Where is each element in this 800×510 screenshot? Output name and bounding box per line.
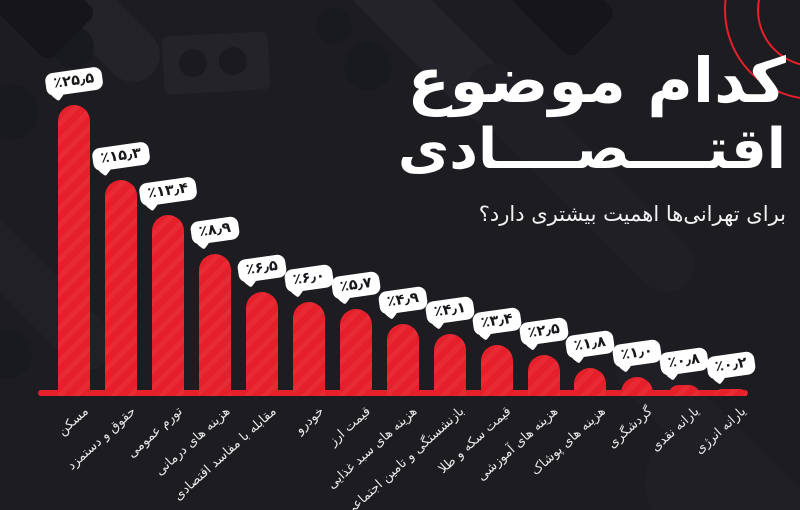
bar — [621, 377, 654, 396]
percent-watermark-circle — [344, 42, 392, 90]
bar — [527, 355, 560, 396]
bar — [668, 385, 701, 396]
bar — [151, 215, 184, 396]
value-bubble: ٪۲۵٫۵ — [44, 66, 104, 102]
value-bubble: ٪۵٫۷ — [330, 270, 382, 305]
bar — [433, 334, 466, 396]
bar — [245, 292, 278, 396]
value-bubble: ٪۶٫۵ — [236, 253, 288, 288]
category-label: خودرو — [292, 404, 327, 438]
category-label: گردشگری — [604, 404, 656, 452]
page-title-line2: اقتــــصــــادی — [397, 117, 786, 183]
value-label: ٪۱٫۸ — [573, 333, 608, 355]
category-label: یارانه انرژی — [692, 404, 750, 458]
value-label: ٪۰٫۸ — [667, 350, 702, 372]
bar — [104, 180, 137, 396]
bar — [574, 368, 607, 396]
value-label: ٪۲۵٫۵ — [52, 70, 96, 92]
value-bubble: ٪۱٫۰ — [612, 338, 663, 373]
value-bubble: ٪۴٫۱ — [424, 295, 475, 330]
value-bubble: ٪۶٫۰ — [283, 263, 335, 298]
value-bubble: ٪۴٫۹ — [377, 285, 429, 320]
value-label: ٪۴٫۱ — [432, 299, 467, 321]
value-bubble: ٪۸٫۹ — [189, 215, 241, 250]
category-label: مسکن — [55, 404, 93, 439]
value-bubble: ٪۱٫۸ — [565, 329, 616, 364]
value-label: ٪۸٫۹ — [197, 219, 232, 241]
value-label: ٪۱٫۰ — [620, 342, 655, 364]
bar — [58, 105, 90, 396]
value-bubble: ٪۱۳٫۴ — [138, 176, 198, 212]
percent-watermark-circle — [316, 8, 352, 44]
value-label: ٪۱۵٫۳ — [99, 145, 143, 167]
bar — [339, 309, 372, 396]
percent-watermark-circle — [645, 425, 760, 510]
value-label: ٪۰٫۲ — [714, 354, 749, 376]
value-label: ٪۶٫۵ — [244, 257, 279, 279]
value-label: ٪۱۳٫۴ — [146, 180, 190, 202]
page-subtitle: برای تهرانی‌ها اهمیت بیشتری دارد؟ — [478, 201, 786, 226]
bar — [198, 254, 231, 396]
value-label: ٪۳٫۴ — [479, 310, 514, 332]
bar — [715, 389, 748, 396]
value-bubble: ٪۰٫۲ — [705, 350, 757, 385]
value-bubble: ٪۳٫۴ — [471, 306, 522, 341]
value-bubble: ٪۰٫۸ — [658, 346, 710, 381]
value-bubble: ٪۱۵٫۳ — [91, 141, 151, 177]
value-label: ٪۲٫۵ — [526, 320, 561, 342]
page-title-line1: کدام موضوع — [407, 44, 787, 117]
value-label: ٪۶٫۰ — [291, 267, 326, 289]
value-bubble: ٪۲٫۵ — [518, 316, 569, 351]
category-label: هزینه های آموزشی — [474, 404, 562, 485]
bar — [386, 324, 419, 396]
value-label: ٪۴٫۹ — [385, 289, 420, 311]
title-block: کدام موضوع اقتــــصــــادی برای تهرانی‌ه… — [397, 44, 787, 226]
bar — [480, 345, 513, 396]
value-label: ٪۵٫۷ — [338, 274, 373, 296]
bar — [292, 302, 325, 396]
